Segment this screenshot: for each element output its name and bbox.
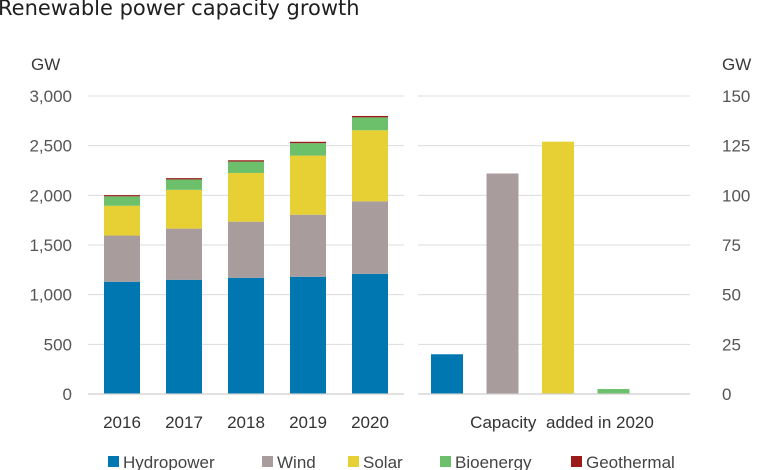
bar-2020-hydropower	[352, 273, 388, 394]
left-y-tick-label: 2,000	[29, 186, 72, 205]
bar-2020-added-hydropower	[431, 354, 463, 394]
legend-swatch-solar	[348, 456, 359, 467]
right-y-tick-label: 75	[722, 236, 741, 255]
left-axis-unit: GW	[31, 55, 60, 74]
bar-2018-solar	[228, 172, 264, 222]
bar-2018-bioenergy	[228, 161, 264, 173]
bar-2019-hydropower	[290, 276, 326, 394]
right-x-label: Capacity added in 2020	[470, 413, 654, 432]
left-y-tick-label: 1,000	[29, 286, 72, 305]
legend-swatch-hydropower	[108, 456, 119, 467]
right-y-tick-labels: 0 25 50 75 100 125 150	[722, 87, 750, 404]
left-category-labels: 2016 2017 2018 2019 2020	[103, 413, 389, 432]
legend-label-wind: Wind	[277, 453, 316, 470]
bar-2019-bioenergy	[290, 143, 326, 156]
legend-label-bioenergy: Bioenergy	[455, 453, 532, 470]
left-stacked-bars	[104, 115, 388, 394]
left-y-tick-label: 2,500	[29, 137, 72, 156]
x-tick-label-2016: 2016	[103, 413, 141, 432]
bar-2017-bioenergy	[166, 179, 202, 190]
left-y-tick-labels: 0 500 1,000 1,500 2,000 2,500 3,000	[29, 87, 72, 404]
x-tick-label-2017: 2017	[165, 413, 203, 432]
right-y-tick-label: 125	[722, 137, 750, 156]
left-y-tick-label: 0	[63, 385, 72, 404]
bar-2018-hydropower	[228, 277, 264, 394]
bar-2019-solar	[290, 155, 326, 215]
left-y-tick-label: 500	[44, 335, 72, 354]
bar-2017-hydropower	[166, 279, 202, 394]
bar-2016-wind	[104, 235, 140, 282]
legend-label-solar: Solar	[363, 453, 403, 470]
bar-2019-wind	[290, 214, 326, 277]
bar-2020-bioenergy	[352, 117, 388, 131]
bar-2020-wind	[352, 201, 388, 274]
bar-2017-wind	[166, 228, 202, 280]
right-x-label-suffix: added in 2020	[546, 413, 654, 432]
x-tick-label-2018: 2018	[227, 413, 265, 432]
left-y-tick-label: 1,500	[29, 236, 72, 255]
right-y-tick-label: 100	[722, 186, 750, 205]
right-y-tick-label: 25	[722, 335, 741, 354]
right-y-tick-label: 0	[722, 385, 731, 404]
right-y-tick-label: 50	[722, 286, 741, 305]
bar-2018-wind	[228, 221, 264, 278]
x-tick-label-2020: 2020	[351, 413, 389, 432]
bar-2020-geothermal	[352, 115, 388, 118]
bar-2017-geothermal	[166, 178, 202, 180]
bar-2016-solar	[104, 205, 140, 236]
legend-label-hydropower: Hydropower	[123, 453, 215, 470]
bar-2016-hydropower	[104, 281, 140, 394]
left-y-tick-label: 3,000	[29, 87, 72, 106]
bar-2020-added-bioenergy	[597, 389, 630, 394]
x-tick-label-2019: 2019	[289, 413, 327, 432]
bar-2020-added-solar	[542, 141, 574, 394]
bar-2020-added-wind	[486, 173, 519, 394]
bar-2016-geothermal	[104, 195, 140, 197]
bar-2016-bioenergy	[104, 196, 140, 206]
chart-title: Renewable power capacity growth	[0, 0, 360, 20]
legend: Hydropower Wind Solar Bioenergy Geothermal	[108, 453, 675, 470]
right-y-tick-label: 150	[722, 87, 750, 106]
right-x-label-prefix: Capacity	[470, 413, 537, 432]
legend-label-geothermal: Geothermal	[586, 453, 675, 470]
bar-2019-geothermal	[290, 141, 326, 144]
right-bars	[431, 141, 685, 394]
legend-swatch-wind	[262, 456, 273, 467]
legend-swatch-geothermal	[571, 456, 582, 467]
bar-2020-solar	[352, 130, 388, 202]
bar-2017-solar	[166, 189, 202, 229]
right-axis-unit: GW	[722, 55, 751, 74]
bar-2018-geothermal	[228, 160, 264, 162]
legend-swatch-bioenergy	[440, 456, 451, 467]
